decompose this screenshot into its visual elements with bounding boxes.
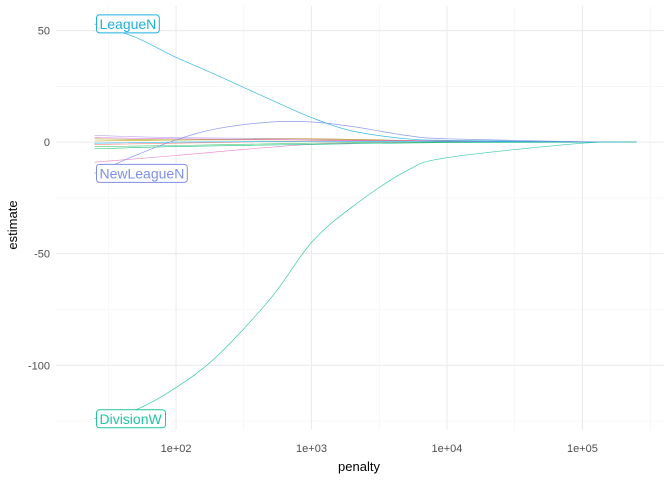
series-label-box	[96, 163, 188, 183]
x-tick-label: 1e+02	[161, 443, 192, 455]
y-tick-label: -50	[34, 249, 50, 261]
minor-gridlines	[56, 6, 664, 430]
y-tick-label: 0	[44, 137, 50, 149]
series-label-newleaguen: NewLeagueN	[96, 163, 188, 183]
x-axis-title: penalty	[338, 459, 380, 474]
series-label-text: NewLeagueN	[99, 165, 184, 181]
series-label-box	[96, 409, 166, 429]
x-tick-label: 1e+03	[296, 443, 327, 455]
y-tick-label: 50	[38, 26, 50, 38]
series-line	[94, 141, 637, 144]
series-line-leaguen	[94, 23, 637, 143]
series-label-divisionw: DivisionW	[96, 409, 166, 429]
series-label-text: LeagueN	[99, 16, 156, 32]
major-gridlines	[56, 6, 664, 430]
series-line	[94, 141, 637, 150]
series-line-divisionw	[94, 141, 637, 420]
x-tick-labels: 1e+02 1e+03 1e+04 1e+05	[161, 443, 598, 455]
y-axis-title: estimate	[5, 200, 20, 249]
series-lines	[94, 23, 637, 420]
series-label-leaguen: LeagueN	[96, 14, 160, 34]
series-label-box	[96, 14, 160, 34]
y-tick-labels: 50 0 -50 -100	[28, 26, 50, 373]
series-label-text: DivisionW	[99, 411, 162, 427]
series-labels: LeagueN NewLeagueN DivisionW	[96, 14, 188, 429]
y-tick-label: -100	[28, 360, 50, 372]
x-tick-label: 1e+05	[567, 443, 598, 455]
x-tick-label: 1e+04	[432, 443, 463, 455]
series-line-newleaguen	[94, 120, 637, 174]
